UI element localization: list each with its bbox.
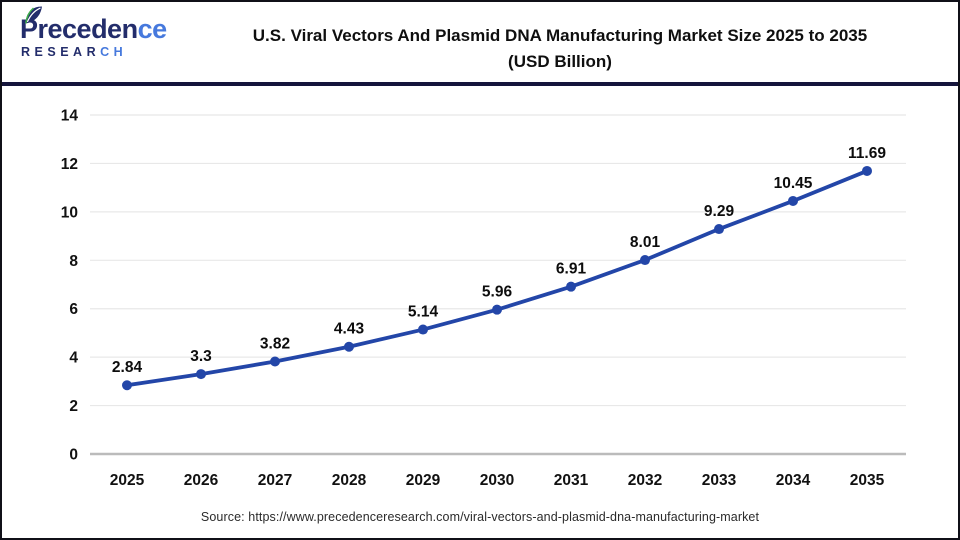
brand-top-dark: Preceden (20, 14, 138, 44)
x-tick-label: 2027 (258, 472, 292, 489)
data-label: 10.45 (774, 175, 813, 192)
source-text: Source: https://www.precedenceresearch.c… (200, 510, 760, 524)
data-point (344, 341, 354, 352)
data-label: 8.01 (630, 234, 661, 251)
brand-bottom-light: CH (100, 45, 128, 59)
trend-line (125, 169, 869, 388)
x-tick-label: 2026 (184, 472, 219, 489)
logo-subtitle: RESEARCH (18, 45, 168, 59)
data-label: 4.43 (334, 321, 365, 338)
data-point (270, 356, 280, 367)
data-label: 3.82 (260, 336, 290, 353)
y-tick-label: 2 (69, 398, 78, 415)
data-point (714, 224, 724, 235)
data-point (566, 281, 576, 292)
logo-wordmark: Precedence (18, 6, 168, 44)
y-tick-label: 4 (69, 350, 78, 367)
line-chart: 0 2 4 6 8 10 12 14 2.84 2025 3.3 2026 3.82 2027 4.43 20… (61, 108, 906, 489)
data-label: 9.29 (704, 203, 735, 220)
data-label: 2.84 (112, 359, 143, 376)
data-point (492, 304, 502, 315)
y-tick-label: 0 (69, 447, 78, 464)
x-tick-label: 2033 (702, 472, 737, 489)
x-tick-label: 2032 (628, 472, 662, 489)
data-point (640, 255, 650, 266)
data-label: 11.69 (848, 145, 886, 162)
brand-bottom-dark: RESEAR (21, 45, 101, 59)
data-point (788, 195, 798, 206)
chart-title-line2: (USD Billion) (508, 52, 612, 71)
data-label: 3.3 (190, 348, 212, 365)
header-divider (2, 82, 958, 86)
y-tick-label: 12 (61, 156, 78, 173)
chart-title: U.S. Viral Vectors And Plasmid DNA Manuf… (174, 23, 946, 75)
y-tick-label: 8 (69, 253, 78, 270)
x-tick-label: 2030 (480, 472, 514, 489)
x-tick-label: 2025 (110, 472, 145, 489)
x-tick-label: 2035 (850, 472, 885, 489)
data-point (418, 324, 428, 335)
x-tick-label: 2034 (776, 472, 811, 489)
data-point (122, 380, 132, 391)
chart-title-line1: U.S. Viral Vectors And Plasmid DNA Manuf… (252, 26, 868, 45)
y-tick-label: 10 (61, 204, 78, 221)
x-tick-label: 2031 (554, 472, 589, 489)
precedence-research-logo: Precedence RESEARCH (18, 6, 168, 59)
y-tick-label: 6 (69, 301, 78, 318)
brand-top-light: ce (137, 14, 168, 44)
y-tick-label: 14 (61, 108, 79, 125)
x-tick-label: 2028 (332, 472, 367, 489)
header: Precedence RESEARCH U.S. Viral Vectors A… (2, 2, 958, 84)
data-point (862, 165, 872, 176)
x-tick-label: 2029 (406, 472, 441, 489)
data-label: 5.14 (408, 304, 439, 321)
data-label: 5.96 (482, 284, 513, 301)
data-point (196, 369, 206, 380)
leaf-icon (25, 6, 42, 24)
data-label: 6.91 (556, 261, 587, 278)
